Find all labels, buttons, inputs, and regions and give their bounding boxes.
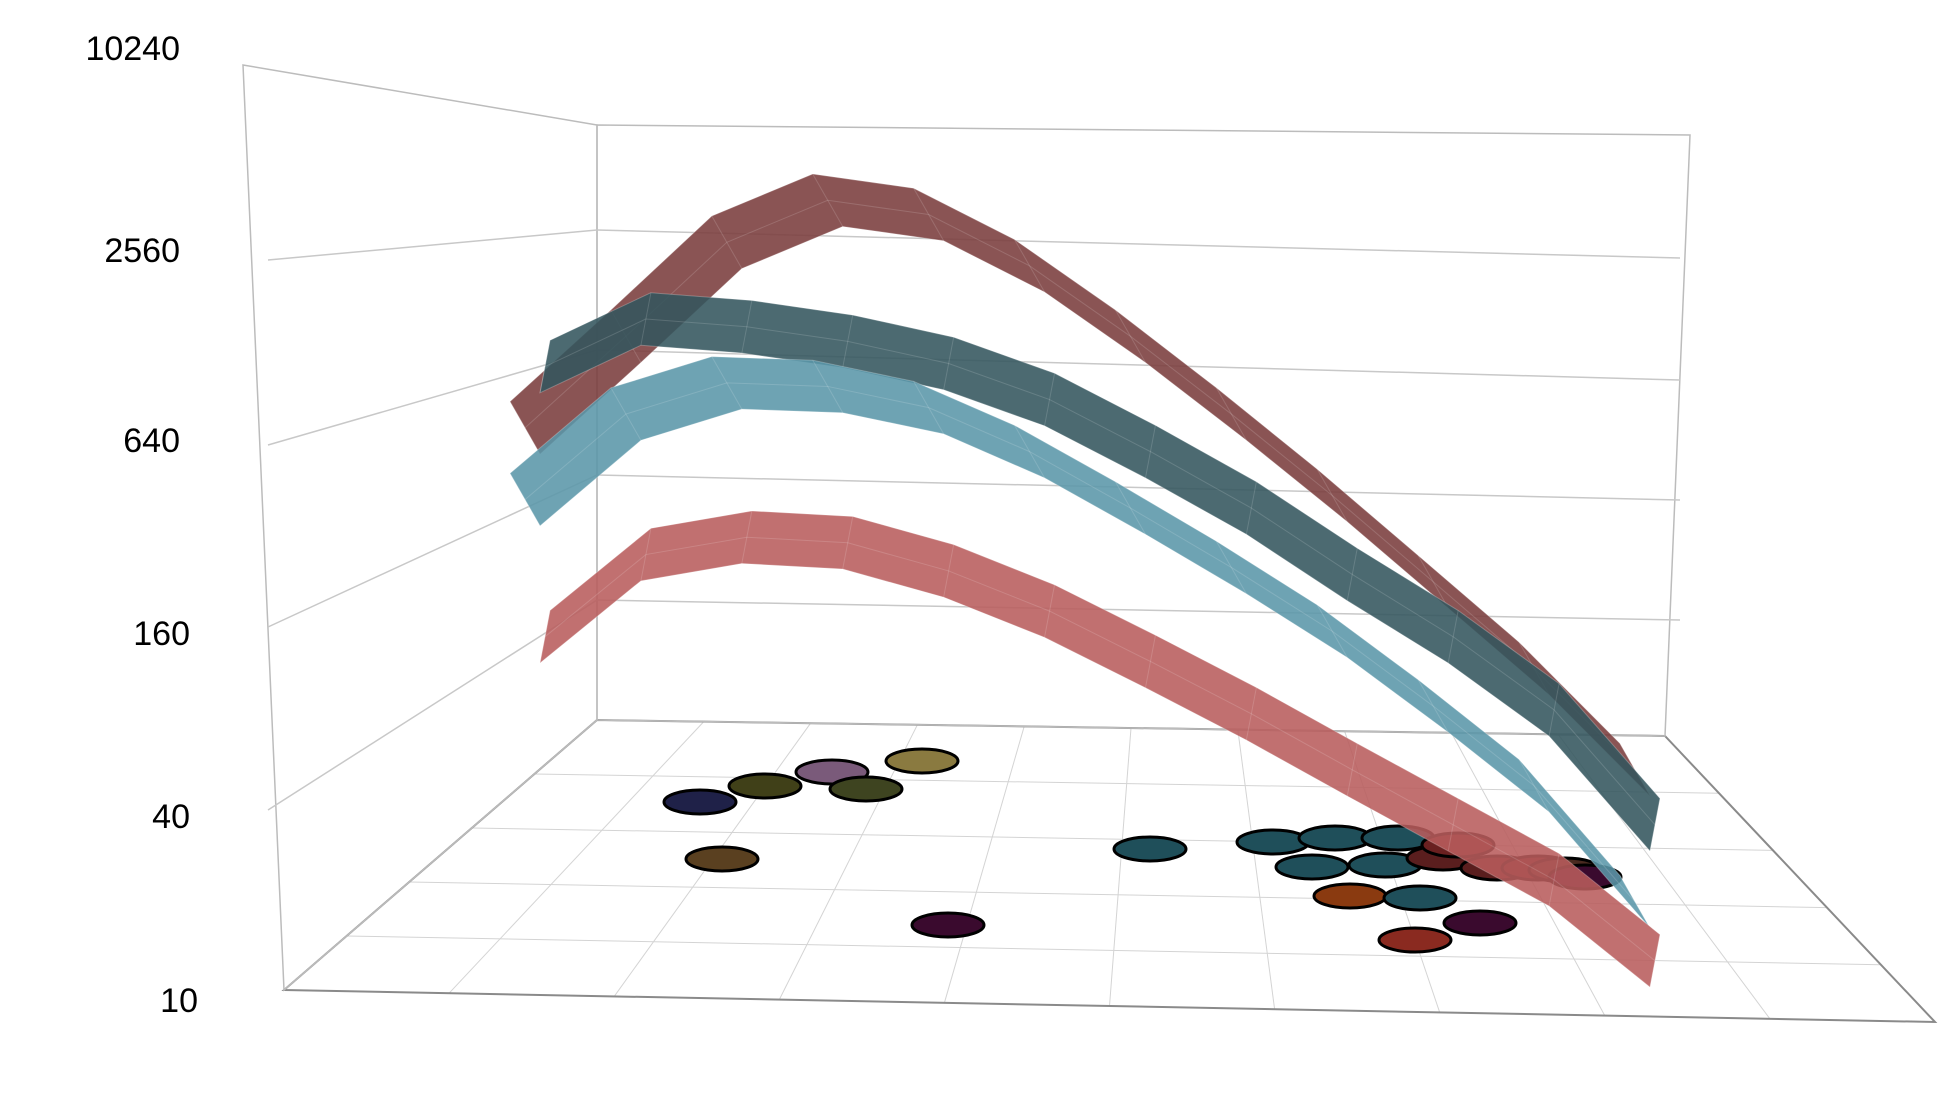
surface-grid-line (544, 536, 1656, 962)
surface-grid-line (711, 356, 743, 410)
surface-grid-line (812, 359, 844, 413)
surface-grid-line (640, 292, 652, 346)
surface-grid-line (1316, 469, 1348, 523)
scatter-point (1442, 909, 1518, 937)
scatter-point (828, 775, 904, 803)
surface-grid-line (1144, 635, 1156, 688)
z-tick-label: 10240 (85, 30, 180, 68)
surface-grid-line (1447, 798, 1459, 852)
scatter-point (727, 772, 803, 800)
scatter-point (1235, 828, 1311, 856)
scatter-point (884, 747, 960, 775)
surface-patch (539, 510, 1661, 988)
surface-grid-line (1417, 679, 1449, 733)
wall-grid-line (596, 599, 1681, 621)
surface-grid-line (943, 337, 955, 390)
surface-grid-line (539, 610, 551, 664)
surface-grid-line (1245, 687, 1257, 741)
surface-grid-line (913, 188, 945, 242)
surface-grid-line (610, 387, 642, 441)
floor-border (281, 718, 1938, 1024)
surface-grid-line (1115, 481, 1146, 535)
surface-grid-line (1144, 425, 1156, 478)
surface-grid-line (842, 314, 854, 368)
surface-grid-line (1518, 759, 1550, 813)
surface-grid-line (539, 340, 551, 393)
surface-grid-line (913, 381, 945, 435)
z-tick-label: 640 (123, 422, 180, 460)
surface-grid-line (1316, 604, 1348, 658)
scatter-point (1297, 824, 1373, 852)
surface-grid-line (1346, 743, 1358, 797)
wall-grid-line (267, 349, 598, 446)
floor-grid-line (778, 724, 918, 1000)
scatter-point (1312, 882, 1388, 910)
surface-grid-line (842, 516, 854, 570)
surface-grid-line (1044, 373, 1056, 426)
surface (509, 356, 1651, 929)
wall-grid-line (267, 599, 598, 811)
floor-grid-line (448, 721, 705, 994)
floor-grid-line (471, 827, 1774, 851)
z-tick-label: 40 (152, 798, 190, 836)
surface-grid-line (812, 173, 844, 227)
surface-grid-line (509, 473, 541, 527)
scatter-point (910, 911, 986, 939)
surface-grid-line (1215, 387, 1247, 441)
surface-grid-line (509, 401, 541, 455)
surface-grid-line (524, 382, 1636, 903)
side-wall (242, 64, 598, 992)
z-tick-label: 160 (133, 615, 190, 653)
surface-grid-line (1346, 548, 1358, 601)
surfaces (509, 173, 1661, 988)
surface-grid-line (711, 215, 743, 269)
scatter-point (1382, 884, 1458, 912)
surface-grid-line (1014, 425, 1045, 479)
floor-grid-line (1109, 727, 1132, 1007)
surface-grid-line (1245, 481, 1257, 535)
surface-grid-line (741, 300, 753, 354)
surface-grid-line (1548, 683, 1560, 737)
z-tick-label: 10 (160, 982, 198, 1020)
surface-grid-line (1417, 555, 1449, 609)
scatter-point (1377, 926, 1453, 954)
surface-grid-line (544, 318, 1656, 826)
surface-grid-line (1649, 934, 1661, 988)
floor-plane (281, 718, 1938, 1024)
surface-grid-line (1447, 610, 1459, 664)
surface-grid-line (1044, 584, 1056, 638)
wall-grid-line (267, 229, 598, 261)
surface-grid-line (943, 544, 955, 598)
z-axis: 10 40 160 640 2560 10240 (85, 30, 198, 1020)
wall-grid-line (596, 474, 1681, 501)
surface-grid-line (1014, 239, 1045, 293)
floor-grid-line (1237, 729, 1276, 1010)
surface-grid-line (1649, 798, 1661, 852)
scatter-point (684, 845, 760, 873)
surface-grid-line (640, 528, 652, 581)
surface (539, 510, 1661, 988)
surface-grid-line (1548, 853, 1560, 907)
floor-grid-line (943, 726, 1025, 1003)
z-tick-label: 2560 (104, 232, 180, 270)
surface-grid-line (741, 510, 753, 564)
surface-grid-line (524, 199, 1636, 771)
surface-grid-line (1215, 540, 1247, 594)
surface-grid-line (1619, 875, 1651, 929)
scatter-point (662, 788, 738, 816)
scatter-point (1112, 835, 1188, 863)
scatter-point (1274, 853, 1350, 881)
surface-grid-line (1115, 309, 1146, 363)
